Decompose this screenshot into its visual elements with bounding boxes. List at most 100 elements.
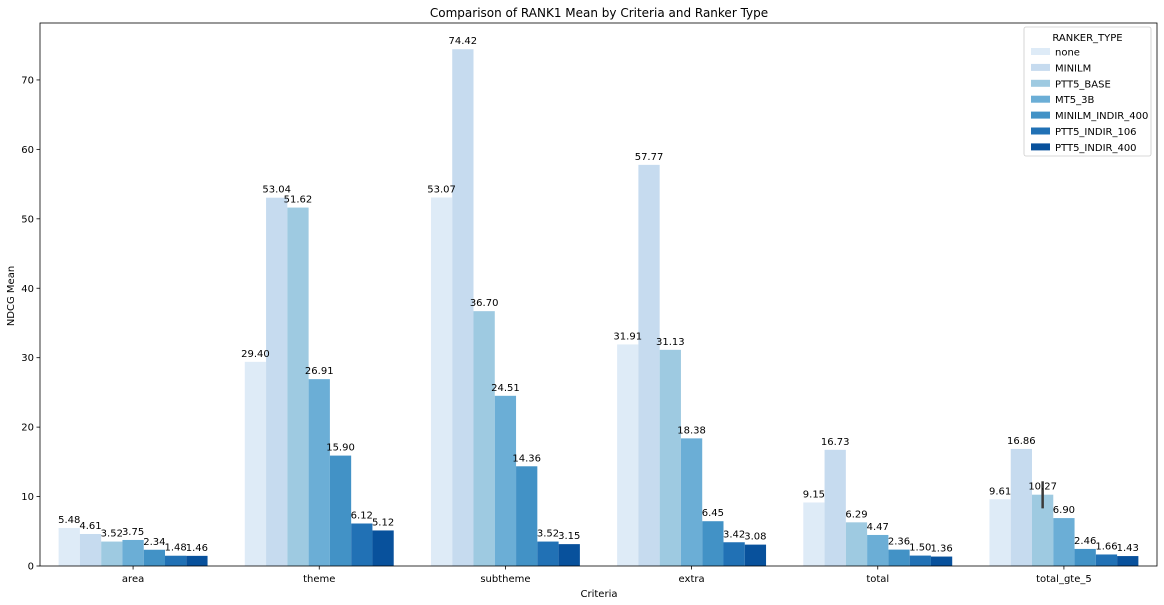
bar-subtheme-none [430,197,453,566]
bar-extra-MINILM [638,164,660,567]
legend-items: none MINILM PTT5_BASE MT5_3B MINILM_INDIR_40… [1031,48,1148,154]
bar-value-label: 1.50 [909,543,931,554]
bar-area-MT5_3B [122,539,144,566]
legend-label: PTT5_INDIR_400 [1055,143,1137,154]
bar-area-PTT5_INDIR_400 [186,555,208,566]
bar-value-label: 6.90 [1053,505,1075,516]
bar-value-label: 3.15 [558,531,580,542]
legend-label: PTT5_BASE [1055,79,1111,90]
bar-total-PTT5_BASE [845,522,868,566]
bar-value-label: 4.61 [79,521,101,532]
bar-total_gte_5-PTT5_BASE [1032,494,1054,566]
legend-swatch [1031,127,1050,135]
bar-total-none [803,502,825,566]
bar-value-label: 36.70 [470,298,499,309]
legend-swatch [1031,143,1050,151]
bar-value-label: 18.38 [677,425,706,436]
bar-value-label: 1.48 [165,543,187,554]
bar-extra-PTT5_INDIR_400 [744,544,767,566]
bar-value-label: 14.36 [512,453,541,464]
y-tick-label: 10 [21,492,34,503]
bar-total_gte_5-MINILM [1010,448,1033,566]
legend-swatch [1031,111,1050,119]
bar-value-label: 16.73 [821,437,850,448]
bar-value-label: 2.36 [888,537,910,548]
bar-extra-PTT5_BASE [659,349,681,566]
bar-total_gte_5-PTT5_INDIR_106 [1095,554,1118,566]
bar-total-MINILM [824,449,846,566]
bar-value-label: 16.86 [1007,436,1036,447]
bar-theme-MINILM_INDIR_400 [329,455,352,566]
bar-value-label: 31.91 [613,331,642,342]
bar-area-PTT5_BASE [101,541,123,566]
bar-labels-layer: 5.48 29.40 53.07 31.91 9.15 9.61 4.61 53.04 74.4… [58,36,1139,554]
bar-value-label: 5.12 [372,517,394,528]
bar-value-label: 15.90 [326,443,355,454]
bar-value-label: 3.52 [537,529,559,540]
bar-value-label: 74.42 [449,36,478,47]
bar-subtheme-PTT5_BASE [473,311,495,566]
bar-subtheme-MINILM [452,49,474,566]
bar-total_gte_5-PTT5_INDIR_400 [1117,556,1139,566]
bar-subtheme-PTT5_INDIR_400 [558,544,580,566]
bar-subtheme-MT5_3B [494,395,517,566]
bar-theme-PTT5_INDIR_106 [351,523,373,566]
y-axis-title: NDCG Mean [6,266,17,326]
legend-swatch [1031,63,1050,71]
bar-value-label: 9.61 [989,486,1011,497]
x-axis: area theme subtheme extra total total_gte_5 [122,566,1092,585]
bar-extra-MT5_3B [680,438,703,566]
bar-value-label: 24.51 [491,383,520,394]
bar-value-label: 3.52 [101,529,123,540]
bar-extra-PTT5_INDIR_106 [723,542,745,566]
bars-layer [58,49,1139,567]
legend-swatch [1031,48,1050,55]
y-tick-label: 70 [21,75,34,86]
legend-label: none [1055,48,1080,59]
legend-swatch [1031,79,1050,87]
bar-value-label: 5.48 [58,515,80,526]
bar-value-label: 26.91 [305,366,334,377]
bar-area-MINILM [79,533,102,566]
legend-label: MINILM [1055,63,1091,74]
bar-area-none [58,527,80,566]
bar-total-MT5_3B [867,534,889,566]
bar-value-label: 3.08 [744,532,766,543]
bar-value-label: 9.15 [803,489,825,500]
bar-theme-PTT5_INDIR_400 [372,530,394,566]
bar-value-label: 4.47 [867,522,889,533]
bar-theme-MT5_3B [308,379,330,566]
x-axis-title: Criteria [581,589,618,600]
bar-value-label: 6.45 [702,508,724,519]
bar-value-label: 1.43 [1117,543,1139,554]
bar-total_gte_5-none [989,499,1011,566]
bar-value-label: 53.04 [262,185,291,196]
bar-value-label: 10.27 [1028,482,1057,493]
x-tick-label: subtheme [480,574,530,585]
bar-area-PTT5_INDIR_106 [164,555,187,566]
bar-theme-none [244,361,267,566]
bar-subtheme-PTT5_INDIR_106 [537,541,559,566]
plot-frame [39,22,1158,567]
y-tick-label: 40 [21,284,34,295]
legend-title: RANKER_TYPE [1052,33,1122,44]
bar-value-label: 2.34 [143,537,165,548]
legend: RANKER_TYPE none MINILM PTT5_BASE MT5_3B MIN… [1023,26,1152,157]
bar-value-label: 3.42 [723,529,745,540]
bar-value-label: 53.07 [427,184,456,195]
bar-subtheme-MINILM_INDIR_400 [516,466,538,566]
bar-value-label: 29.40 [241,349,270,360]
bar-total_gte_5-MT5_3B [1053,518,1075,566]
bar-value-label: 51.62 [284,195,313,206]
x-tick-label: extra [679,574,705,585]
bar-value-label: 6.29 [845,509,867,520]
bar-extra-MINILM_INDIR_400 [702,521,724,566]
y-axis: 0 10 20 30 40 50 60 70 [21,75,40,573]
y-tick-label: 30 [21,353,34,364]
bar-value-label: 3.75 [122,527,144,538]
bar-extra-none [617,344,639,566]
y-tick-label: 60 [21,145,34,156]
bar-value-label: 31.13 [656,337,685,348]
bar-total-PTT5_INDIR_106 [909,555,931,566]
